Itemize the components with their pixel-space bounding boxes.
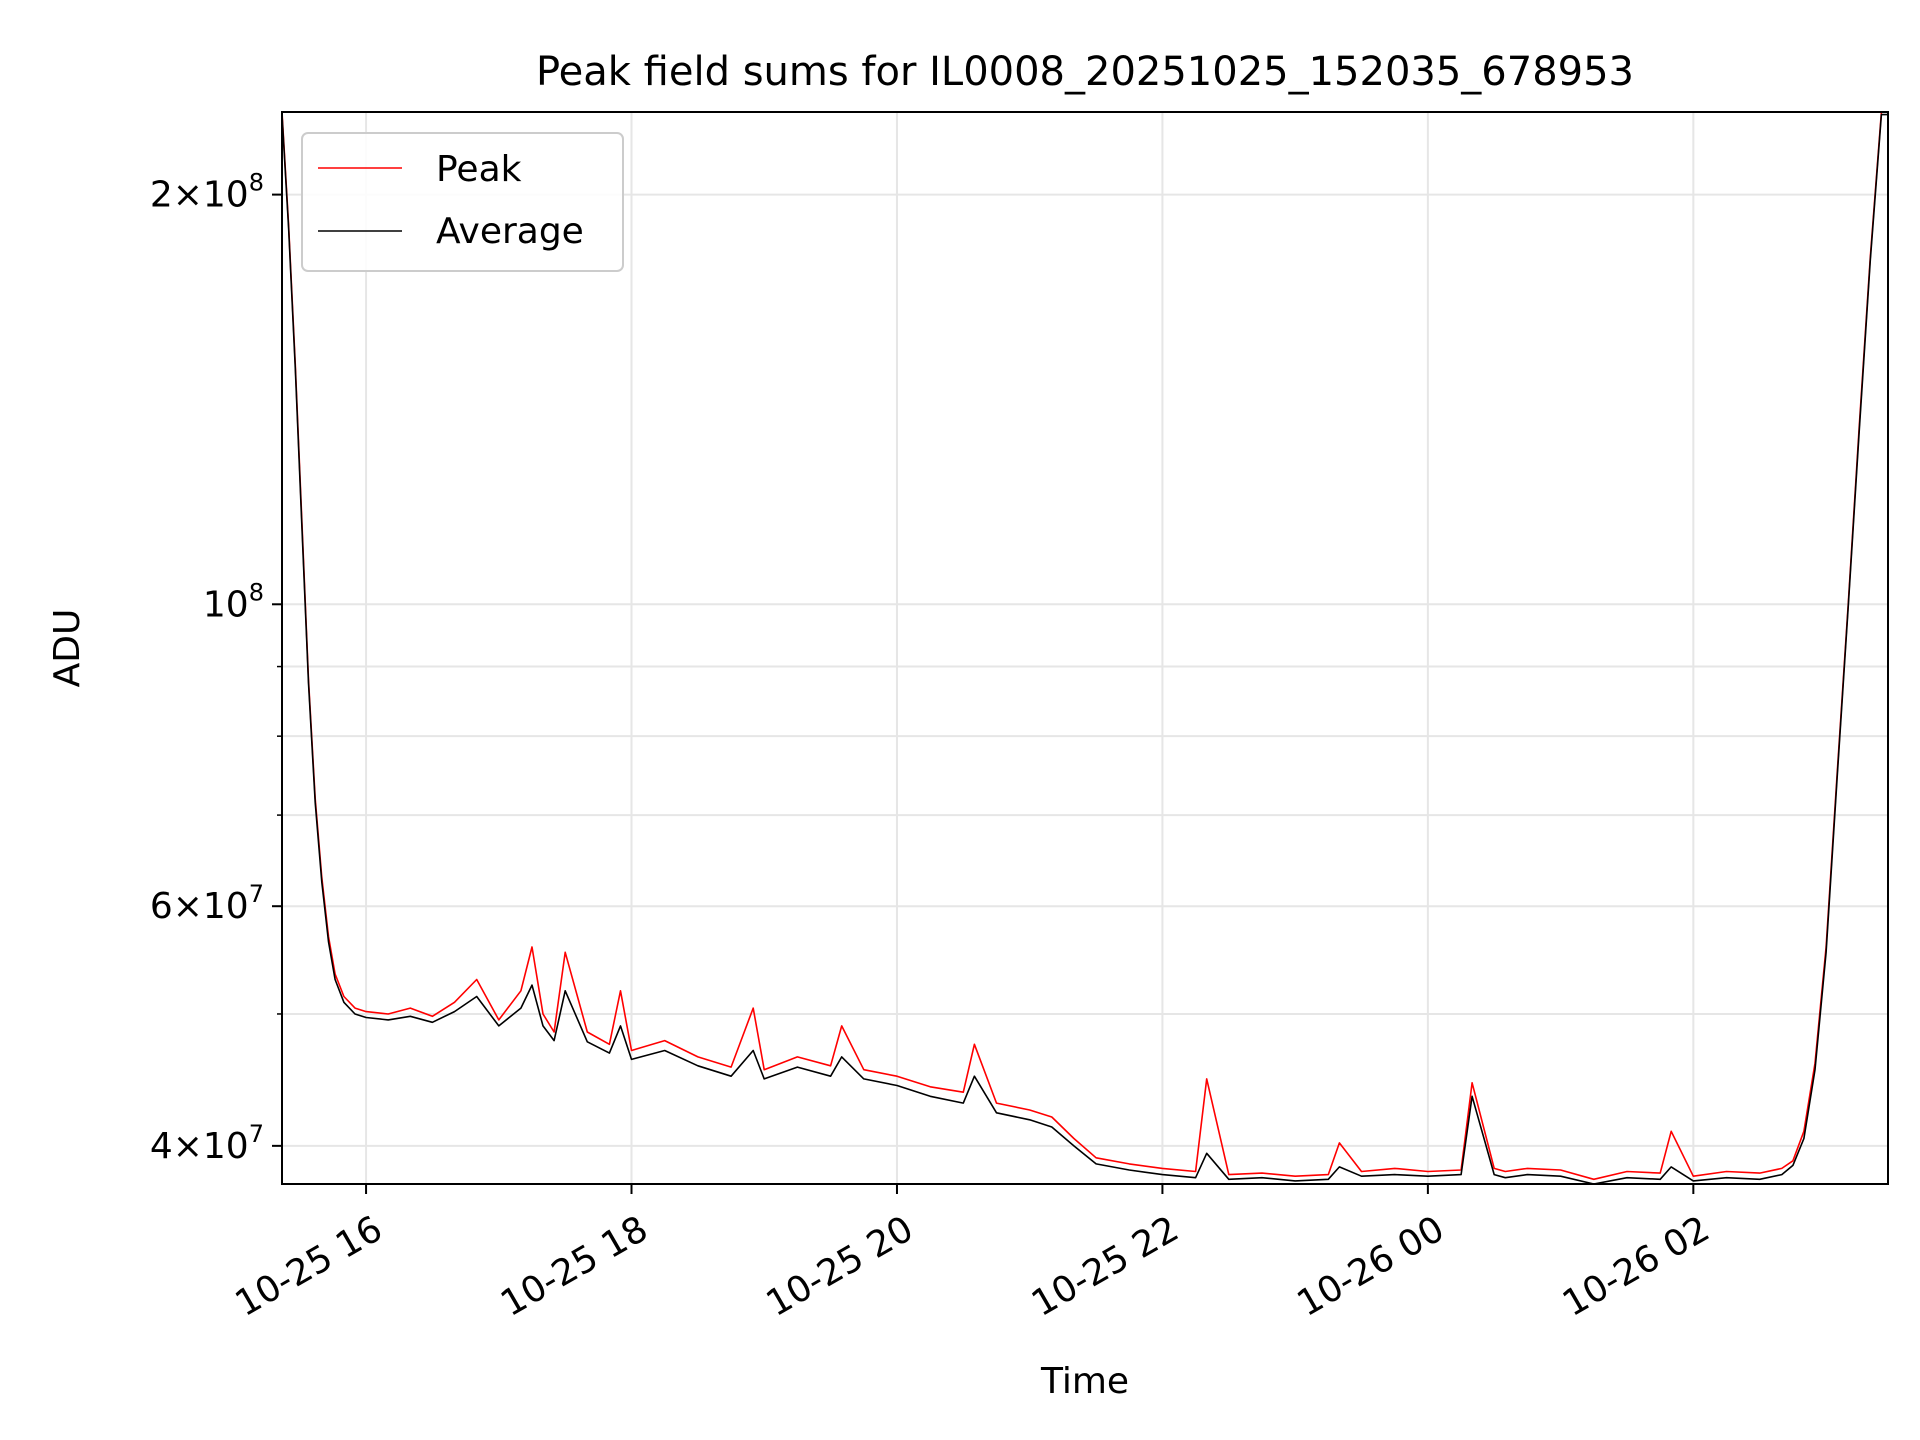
series-line-average (282, 113, 1888, 1184)
y-axis-label: ADU (47, 609, 88, 688)
y-axis-ticks: 4×107 6×107 108 2×108 (150, 169, 282, 1167)
chart-title: Peak field sums for IL0008_20251025_1520… (536, 49, 1634, 95)
y-tick-label: 108 (203, 578, 264, 625)
series-line-peak (282, 112, 1888, 1181)
series-layer (282, 112, 1888, 1184)
y-tick-label: 2×108 (150, 169, 264, 216)
legend-label-average: Average (436, 211, 584, 252)
grid-lines (282, 112, 1888, 1184)
y-tick-label: 4×107 (150, 1120, 264, 1167)
x-axis-label: Time (1040, 1361, 1129, 1402)
y-tick-label: 6×107 (150, 880, 264, 927)
plot-frame (281, 111, 1889, 1185)
legend: Peak Average (301, 132, 624, 272)
legend-label-peak: Peak (436, 149, 522, 190)
